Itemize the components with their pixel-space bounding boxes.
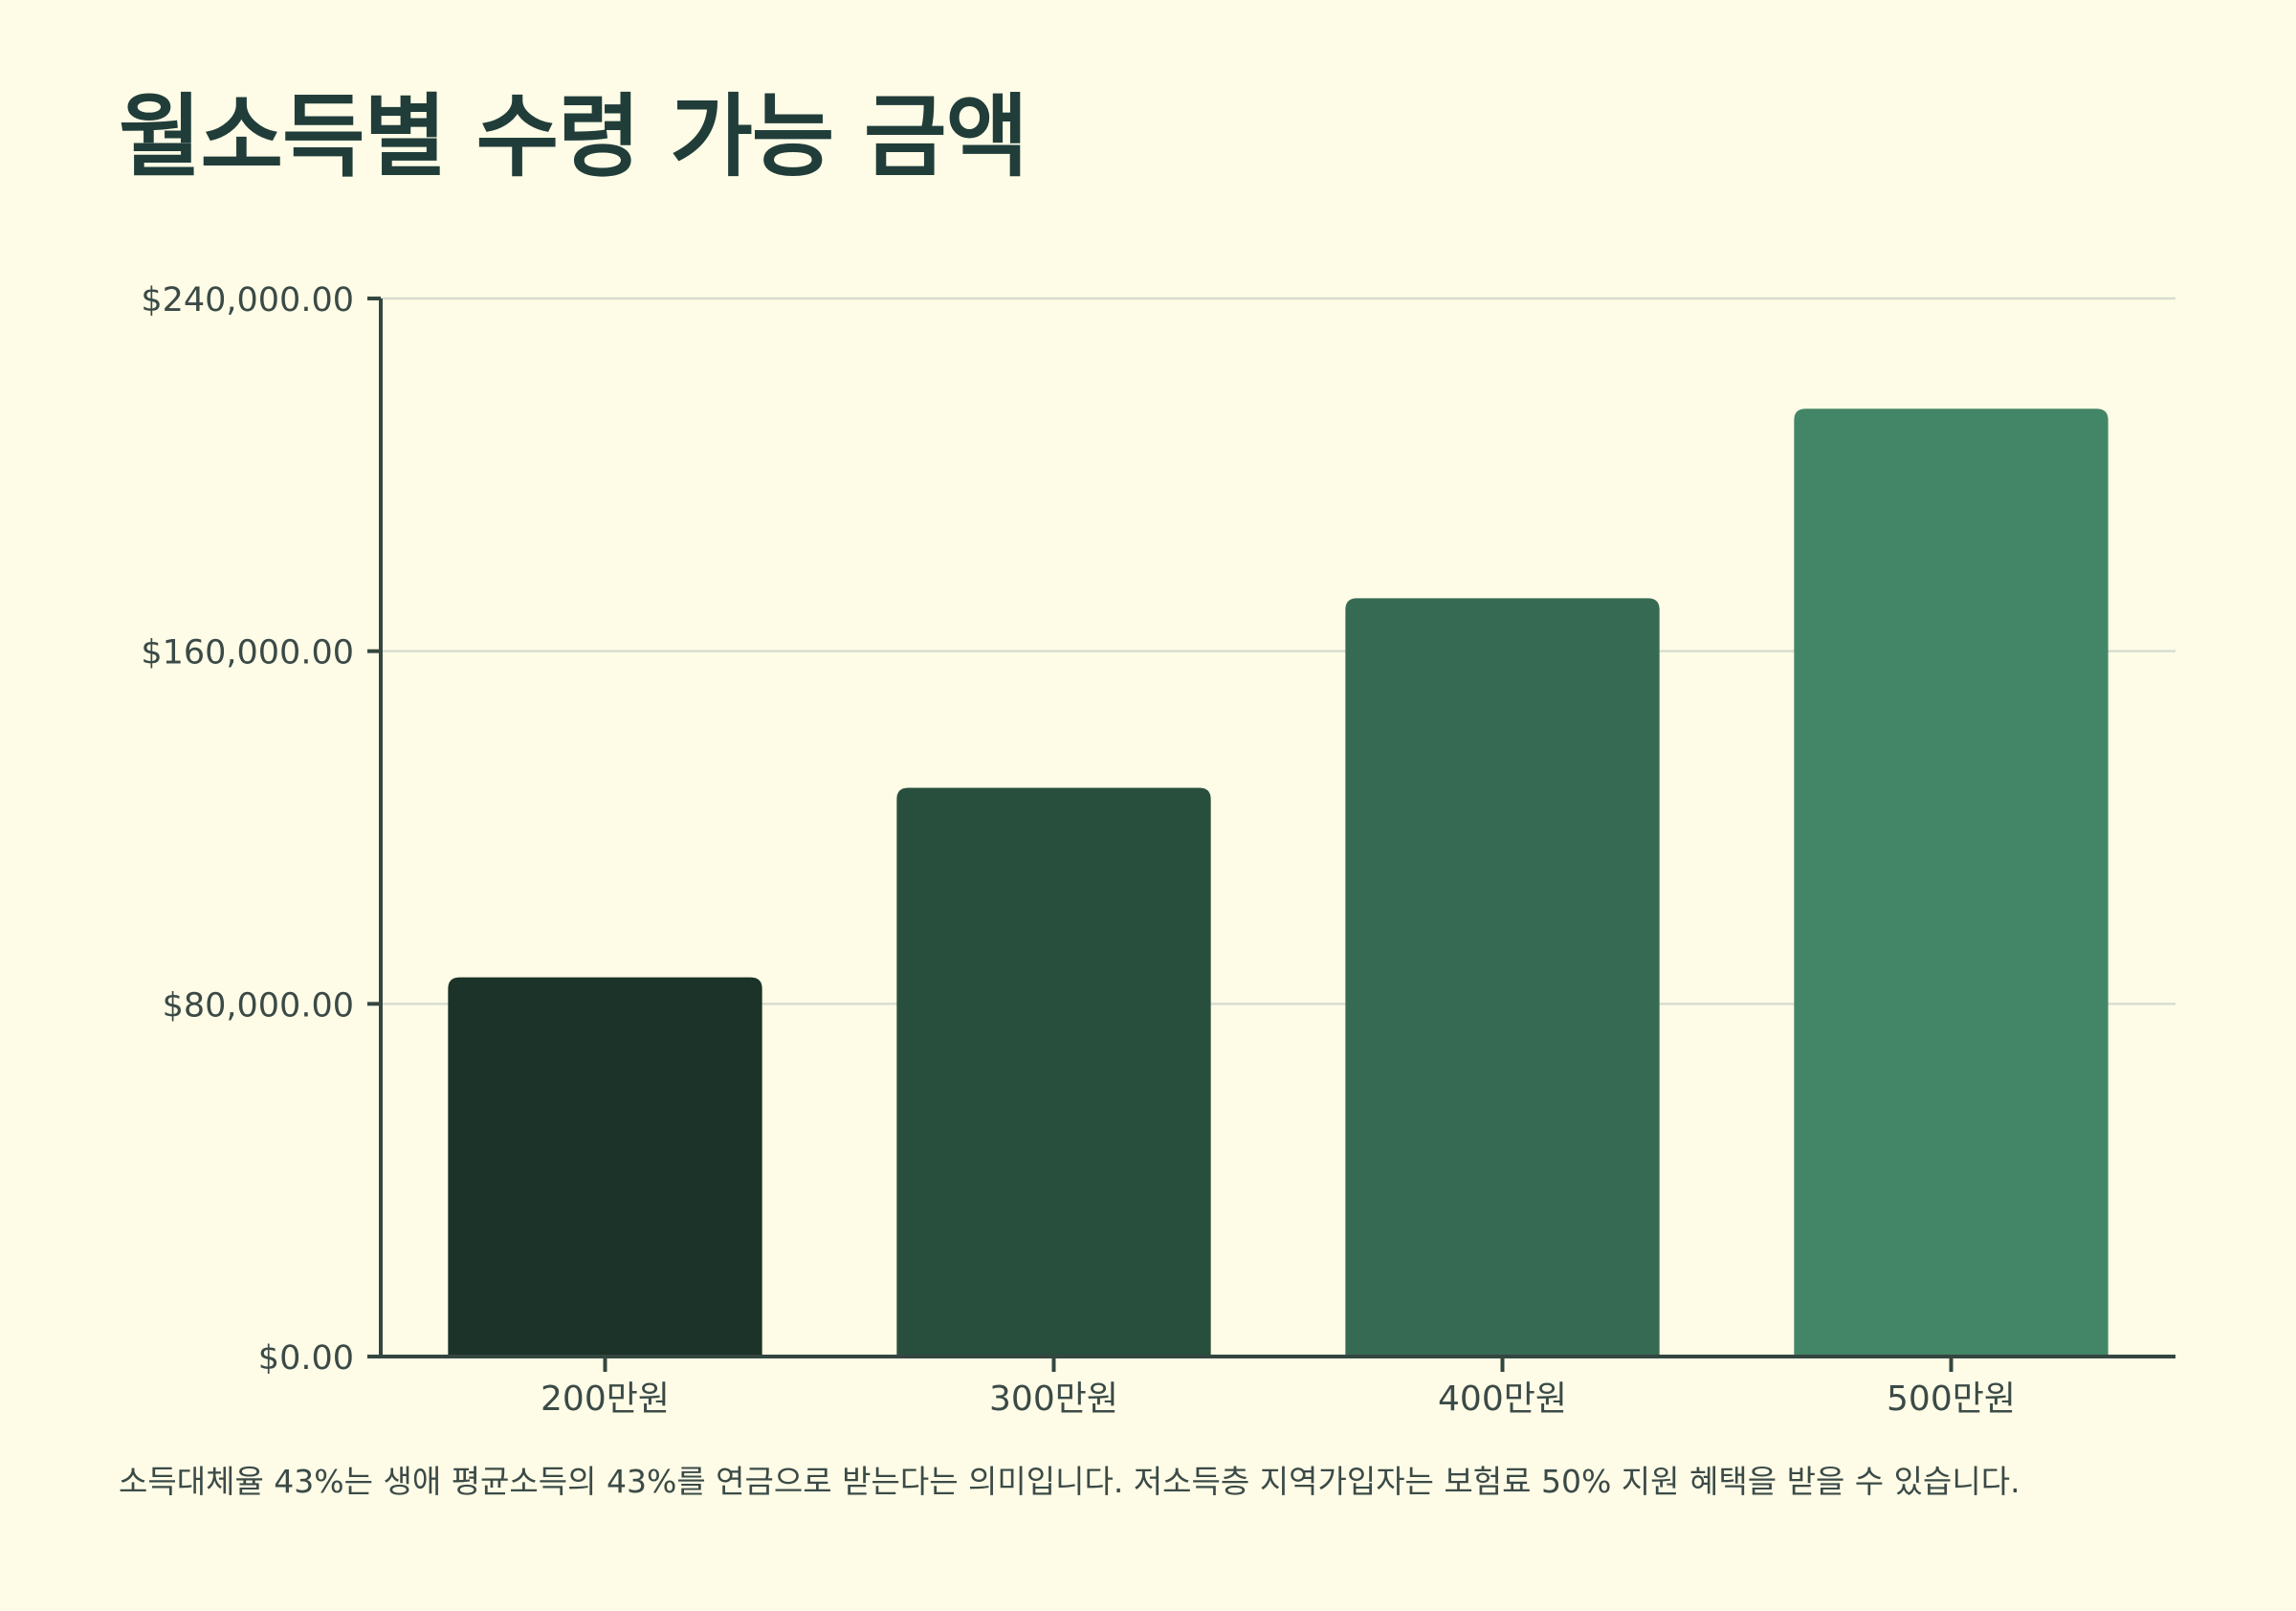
x-tick-label: 500만원 [1887, 1379, 2016, 1419]
bar [1794, 408, 2108, 1357]
bar [1345, 598, 1660, 1357]
chart-title: 월소득별 수령 가능 금액 [119, 85, 1028, 189]
x-tick-label: 300만원 [989, 1379, 1118, 1419]
y-tick-label: $80,000.00 [163, 986, 354, 1025]
y-tick-label: $240,000.00 [141, 281, 354, 320]
footnote: 소득대체율 43%는 생애 평균소득의 43%를 연금으로 받는다는 의미입니다… [119, 1463, 2020, 1500]
bars [448, 408, 2108, 1357]
axes [367, 297, 2175, 1372]
x-tick-label: 400만원 [1438, 1379, 1567, 1419]
x-tick-label: 200만원 [541, 1379, 670, 1419]
bar [448, 977, 762, 1357]
y-tick-label: $160,000.00 [141, 634, 354, 673]
tick-labels: $0.00 $80,000.00 $160,000.00 $240,000.00 200… [141, 281, 2016, 1419]
bar [896, 787, 1211, 1357]
y-tick-label: $0.00 [258, 1339, 354, 1378]
